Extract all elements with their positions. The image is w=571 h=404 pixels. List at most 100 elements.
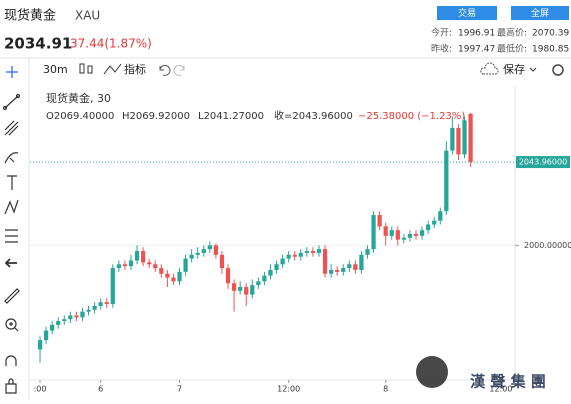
candle-body [56, 321, 61, 325]
candle-body [377, 215, 382, 227]
candle-body [419, 230, 425, 236]
cloud-icon[interactable] [480, 62, 499, 75]
y-tick-label: 2000.00000 [524, 241, 571, 250]
candle-body [468, 113, 473, 163]
candle-body [347, 264, 352, 269]
watermark-logo [416, 356, 448, 388]
x-tick-label: 12:00 [277, 385, 300, 394]
candle-icon[interactable] [79, 63, 93, 74]
candle-body [177, 271, 182, 282]
legend-name: 现货黄金, 30 [46, 91, 111, 105]
candle-body [238, 287, 243, 291]
candle-body [116, 264, 121, 269]
candle-body [310, 251, 316, 253]
candle-body [256, 281, 261, 286]
candle-body [122, 264, 128, 267]
candle-body [426, 224, 431, 231]
price: 2034.91 [4, 35, 72, 53]
candle-body [413, 233, 419, 236]
stat-value: 2070.39 [532, 29, 569, 39]
stat-label: 最低价: [497, 43, 527, 55]
candle-body [37, 340, 43, 350]
candle-body [165, 273, 170, 278]
candle-body [444, 150, 449, 212]
fullscreen-button[interactable] [511, 6, 569, 20]
candle-body [395, 230, 400, 240]
x-tick-label: 12:00 [489, 385, 512, 394]
instrument-symbol: XAU [75, 9, 100, 23]
candle-body [189, 254, 194, 259]
candle-body [207, 245, 212, 250]
drawing-tools[interactable] [2, 66, 21, 394]
candle-body [110, 268, 115, 305]
trade-button-label[interactable]: 交易 [458, 7, 476, 19]
save-menu-icon[interactable] [529, 67, 537, 72]
candle-body [134, 251, 140, 261]
candle-body [262, 275, 267, 282]
candle-body [219, 254, 225, 269]
trade-button[interactable] [437, 6, 497, 20]
candle-body [383, 226, 388, 236]
candle-body [86, 309, 91, 312]
candle-body [432, 220, 437, 225]
candle-body [195, 252, 200, 255]
candle-body [322, 249, 328, 274]
candle-body [359, 254, 364, 270]
indicators[interactable]: 指标 [124, 62, 146, 76]
candle-body [98, 302, 103, 306]
candle-body [280, 258, 285, 265]
candle-body [341, 268, 346, 272]
stat-label: 昨收: [431, 43, 452, 55]
candle-body [353, 264, 358, 270]
indicator-icon[interactable] [103, 63, 122, 75]
candle-body [335, 269, 340, 272]
candle-body [462, 120, 467, 155]
candle-body [389, 230, 394, 236]
fullscreen-button-label[interactable]: 全屏 [531, 7, 549, 19]
redo-icon[interactable] [173, 64, 185, 76]
candle-body [147, 262, 152, 265]
candle-body [183, 258, 188, 272]
candle-body [50, 324, 55, 331]
candle-body [201, 249, 206, 253]
candle-body [231, 283, 237, 291]
candle-body [62, 319, 67, 322]
stat-value: 1980.85 [532, 45, 569, 55]
undo-icon[interactable] [159, 64, 171, 76]
candle-body [286, 254, 291, 259]
candle-body [250, 285, 255, 295]
candle-body [104, 302, 109, 305]
candle-body [171, 277, 176, 282]
candle-body [244, 287, 249, 295]
candle-body [438, 211, 443, 221]
candle-body [153, 264, 158, 269]
candle-body [128, 260, 134, 267]
candle-body [328, 269, 334, 274]
save[interactable]: 保存 [503, 62, 525, 76]
candle-body [74, 315, 79, 318]
candle-body [268, 269, 273, 276]
candle-body [456, 127, 461, 155]
candle-body [304, 251, 309, 253]
candle-body [140, 251, 146, 263]
price-change: 37.44(1.87%) [70, 37, 152, 51]
watermark-text: 漢 聲 集 團 [470, 373, 546, 391]
candle-body [298, 252, 303, 257]
stat-value: 1997.47 [458, 45, 495, 55]
candle-body [159, 268, 164, 274]
interval[interactable]: 30m [43, 63, 68, 76]
last-price-tag [516, 156, 570, 169]
legend-change: −25.38000 (−1.23%) [358, 111, 465, 122]
candle-body [292, 254, 297, 257]
candle-body [407, 233, 413, 238]
candle-body [92, 305, 97, 310]
candle-body [401, 237, 407, 240]
candle-body [450, 127, 455, 151]
candle-body [225, 268, 231, 284]
candle-body [371, 215, 376, 250]
instrument-title: 现货黄金 [4, 8, 56, 24]
settings-icon[interactable] [552, 64, 564, 76]
candle-body [274, 264, 279, 270]
